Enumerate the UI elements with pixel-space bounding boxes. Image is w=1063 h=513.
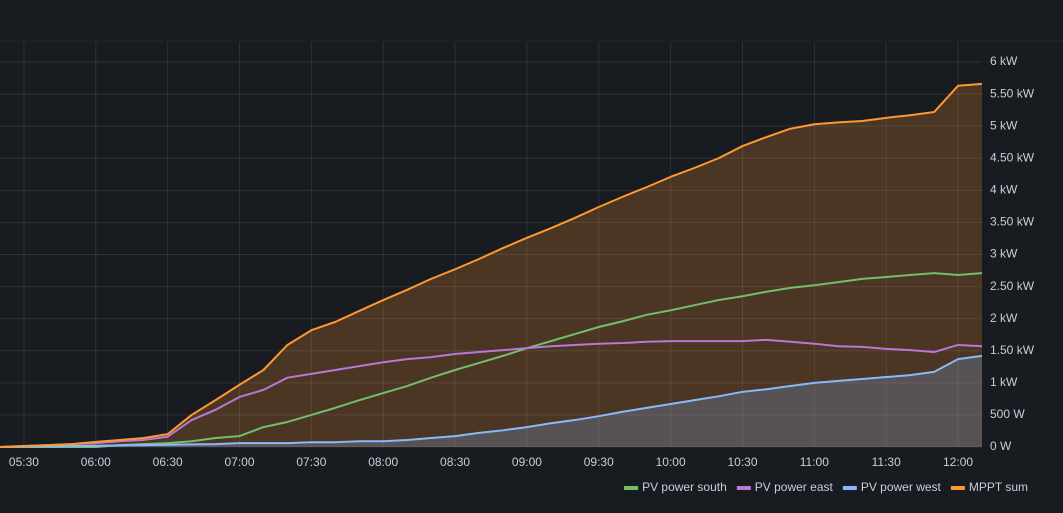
x-tick-label: 11:00 [800, 455, 829, 469]
legend: MPPT sum PV power west PV power east PV pow… [624, 480, 1028, 494]
legend-label: PV power east [755, 480, 834, 494]
x-tick-label: 08:00 [368, 455, 398, 469]
y-tick-label: 1 kW [990, 375, 1018, 389]
x-tick-label: 10:30 [727, 455, 757, 469]
x-tick-label: 11:30 [872, 455, 901, 469]
legend-label: MPPT sum [969, 480, 1028, 494]
x-tick-label: 08:30 [440, 455, 470, 469]
y-tick-label: 5 kW [990, 118, 1018, 132]
y-tick-label: 4.50 kW [990, 150, 1035, 164]
x-tick-label: 10:00 [656, 455, 686, 469]
y-tick-label: 4 kW [990, 183, 1018, 197]
y-tick-label: 5.50 kW [990, 86, 1035, 100]
legend-label: PV power south [642, 480, 727, 494]
y-tick-label: 3 kW [990, 247, 1018, 261]
x-tick-label: 09:30 [584, 455, 614, 469]
y-tick-label: 500 W [990, 407, 1025, 421]
y-tick-label: 2.50 kW [990, 279, 1035, 293]
area [0, 355, 982, 447]
x-tick-label: 09:00 [512, 455, 542, 469]
x-tick-label: 07:00 [224, 455, 254, 469]
x-tick-label: 12:00 [943, 455, 973, 469]
series-line [0, 82, 983, 448]
y-tick-label: 0 W [990, 439, 1012, 453]
x-tick-label: 07:30 [296, 455, 326, 469]
series-line [0, 354, 983, 448]
y-tick-label: 6 kW [990, 54, 1018, 68]
series-line [0, 338, 983, 448]
series-line [0, 272, 983, 448]
x-tick-label: 06:00 [81, 455, 111, 469]
area [0, 83, 982, 448]
y-tick-label: 2 kW [990, 311, 1018, 325]
x-tick-label: 05:30 [9, 455, 39, 469]
legend-label: PV power west [861, 480, 942, 494]
y-tick-label: 3.50 kW [990, 215, 1035, 229]
y-tick-label: 1.50 kW [990, 343, 1035, 357]
x-tick-label: 06:30 [153, 455, 183, 469]
